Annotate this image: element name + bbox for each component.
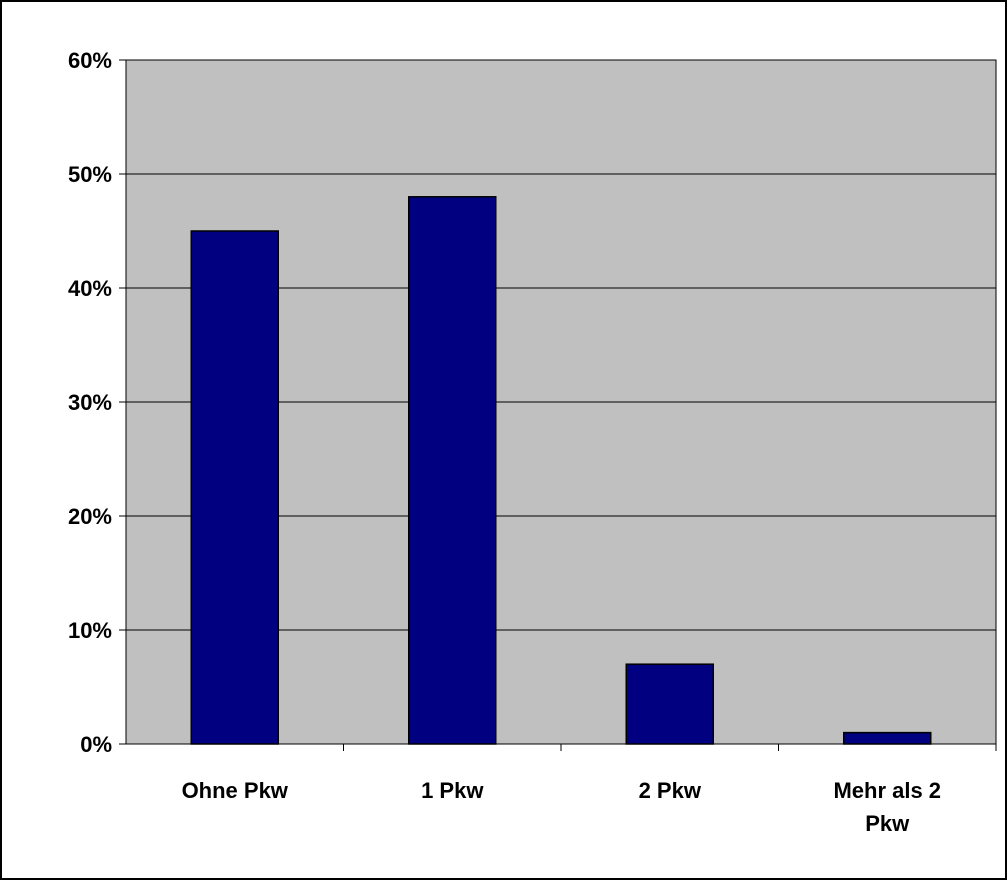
y-tick-label: 10% [68,618,112,643]
x-tick-label: 2 Pkw [639,778,702,803]
x-tick-label: Mehr als 2 Pkw [833,778,941,836]
bar [190,230,279,745]
x-tick-label: Ohne Pkw [182,778,289,803]
y-tick-label: 60% [68,48,112,73]
y-tick-label: 40% [68,276,112,301]
y-tick-label: 20% [68,504,112,529]
x-tick-label-line: 2 Pkw [639,778,702,803]
bar [843,731,932,745]
x-tick-label-line: Mehr als 2 [833,778,941,803]
x-tick-label-line: Pkw [865,811,910,836]
x-tick-label-line: 1 Pkw [421,778,484,803]
bar [625,663,714,745]
x-tick-labels: Ohne Pkw 1 Pkw 2 Pkw Mehr als 2 Pkw [182,778,941,836]
bars [190,196,932,745]
y-tick-labels: 0% 10% 20% 30% 40% 50% 60% [68,48,112,757]
y-tick-label: 30% [68,390,112,415]
x-tick-label: 1 Pkw [421,778,484,803]
y-tick-label: 50% [68,162,112,187]
y-tick-label: 0% [80,732,112,757]
x-tick-label-line: Ohne Pkw [182,778,289,803]
bar [408,196,497,745]
axes [119,59,997,751]
